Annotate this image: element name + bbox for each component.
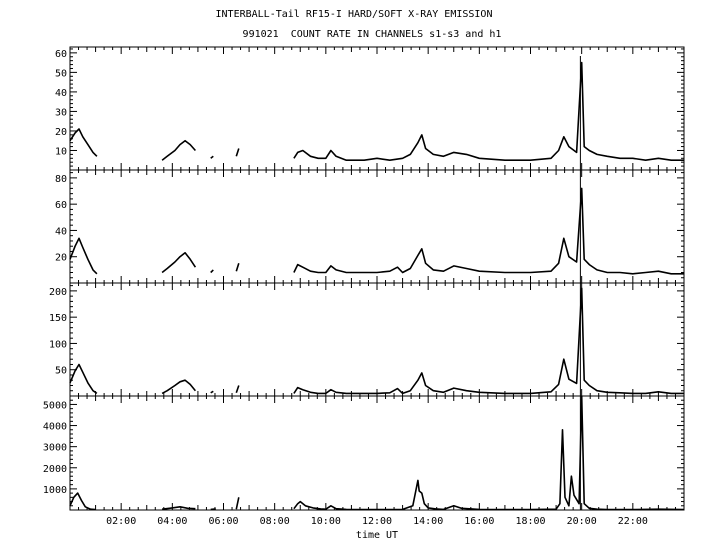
y-tick-label: 2000 xyxy=(43,464,67,475)
panel-frame-4 xyxy=(69,395,685,511)
x-axis-label: time UT xyxy=(356,530,398,541)
x-tick-label: 06:00 xyxy=(208,516,238,527)
x-tick-label: 20:00 xyxy=(567,516,597,527)
x-tick-label: 22:00 xyxy=(618,516,648,527)
y-tick-label: 80 xyxy=(55,174,67,185)
y-tick-label: 100 xyxy=(49,339,67,350)
series-line-panel-2 xyxy=(69,187,684,275)
x-tick-label: 10:00 xyxy=(311,516,341,527)
series-line-panel-1 xyxy=(69,61,684,161)
panel-frame-3 xyxy=(69,282,685,397)
x-tick-label: 02:00 xyxy=(106,516,136,527)
y-tick-label: 40 xyxy=(55,226,67,237)
y-tick-label: 20 xyxy=(55,127,67,138)
y-tick-label: 4000 xyxy=(43,422,67,433)
y-tick-label: 40 xyxy=(55,88,67,99)
y-tick-label: 20 xyxy=(55,253,67,264)
x-tick-label: 18:00 xyxy=(515,516,545,527)
y-tick-label: 50 xyxy=(55,366,67,377)
y-tick-label: 150 xyxy=(49,313,67,324)
y-tick-label: 50 xyxy=(55,68,67,79)
x-tick-label: 08:00 xyxy=(260,516,290,527)
chart-title: INTERBALL-Tail RF15-I HARD/SOFT X-RAY EM… xyxy=(215,9,493,20)
y-tick-label: 10 xyxy=(55,146,67,157)
series-line-panel-4 xyxy=(69,395,685,511)
y-tick-label: 60 xyxy=(55,49,67,60)
y-tick-label: 60 xyxy=(55,200,67,211)
y-tick-label: 1000 xyxy=(43,485,67,496)
y-tick-label: 5000 xyxy=(43,400,67,411)
x-tick-label: 16:00 xyxy=(464,516,494,527)
x-tick-label: 12:00 xyxy=(362,516,392,527)
chart-subtitle: 991021 COUNT RATE IN CHANNELS s1-s3 and … xyxy=(242,29,502,40)
series-line-panel-3 xyxy=(69,287,684,395)
y-tick-label: 30 xyxy=(55,107,67,118)
x-tick-label: 04:00 xyxy=(157,516,187,527)
x-tick-label: 14:00 xyxy=(413,516,443,527)
y-tick-label: 3000 xyxy=(43,443,67,454)
y-tick-label: 200 xyxy=(49,287,67,298)
